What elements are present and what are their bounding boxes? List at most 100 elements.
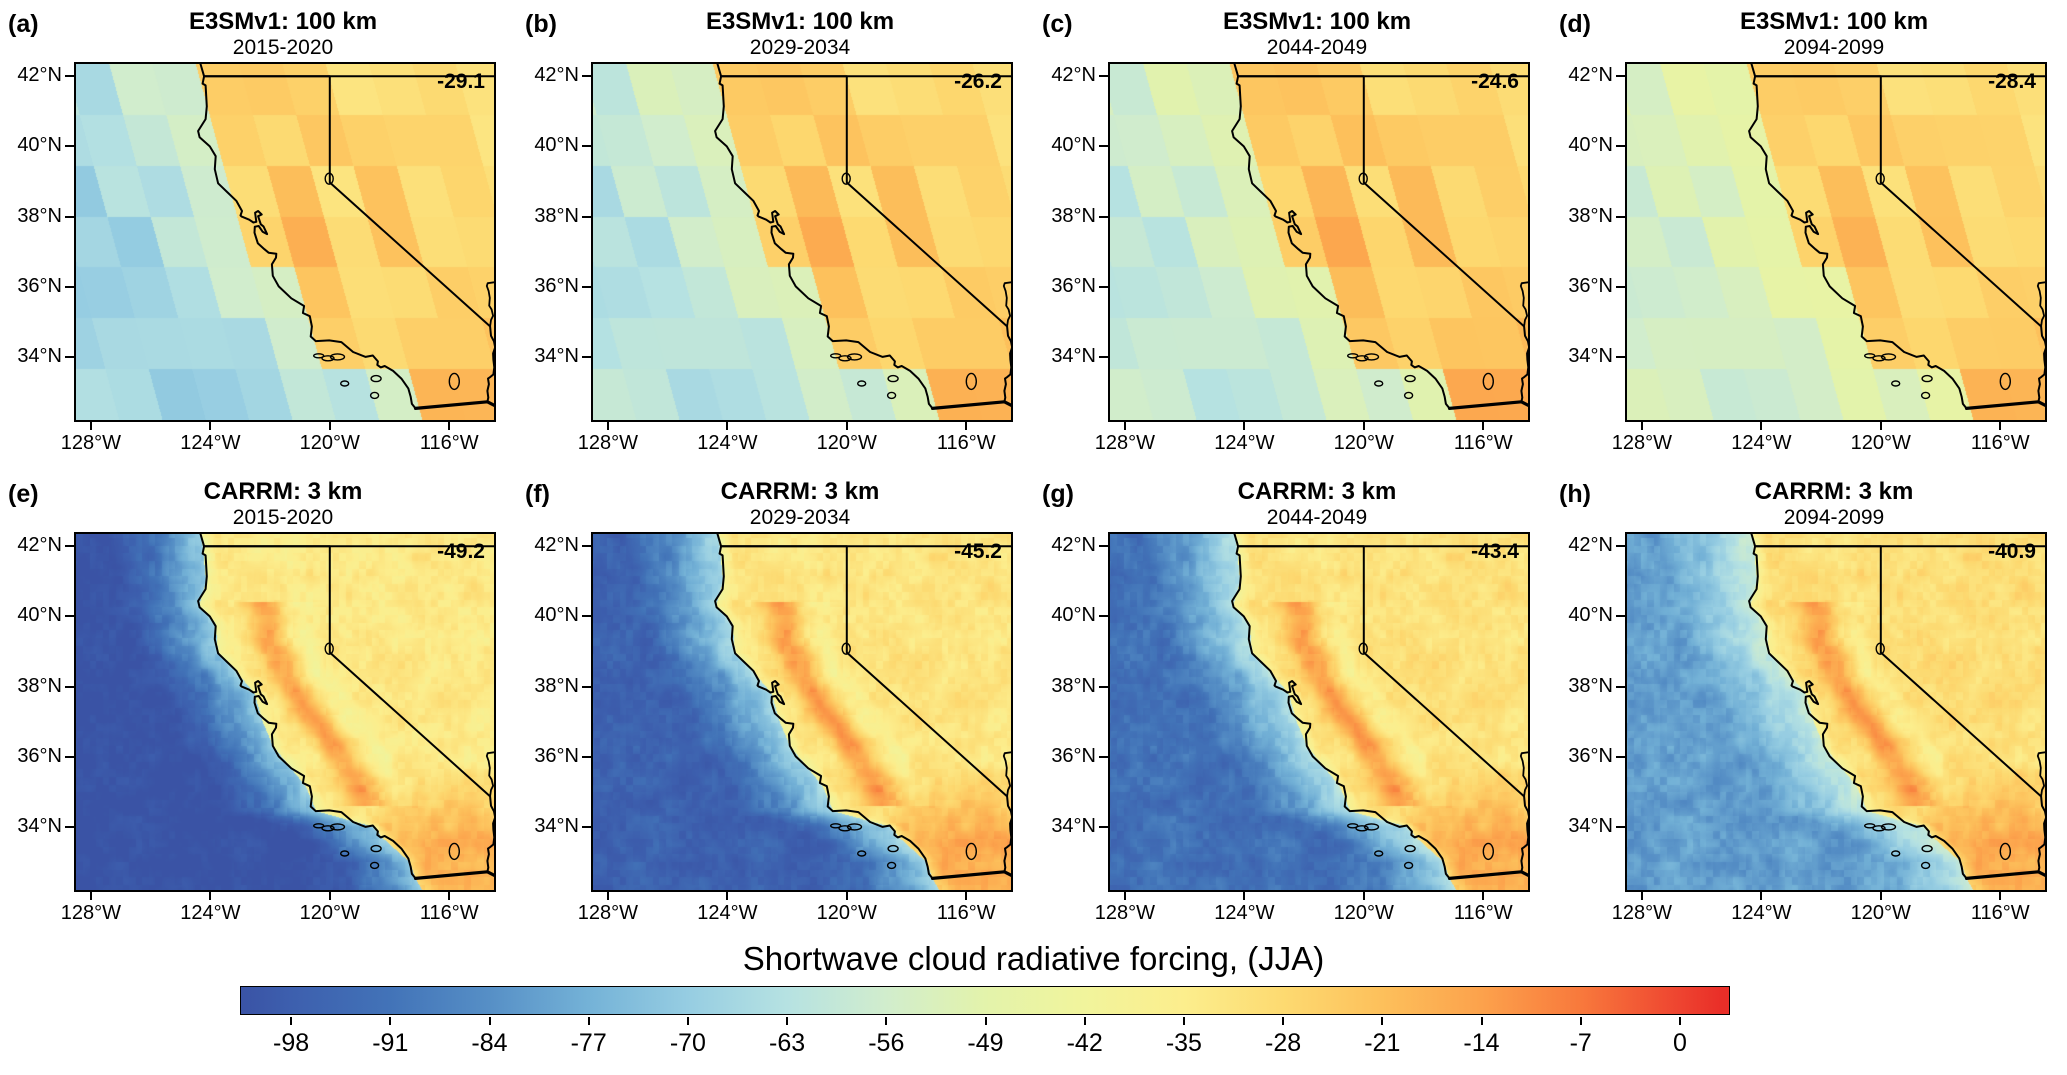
y-axis-tick [65, 215, 74, 218]
panel-letter: (d) [1559, 10, 1591, 38]
x-axis-tick [1123, 422, 1126, 430]
map-frame: -26.2 [591, 62, 1013, 422]
y-axis-tick-label: 36°N [1051, 274, 1096, 297]
domain-mean-value: -40.9 [1988, 540, 2036, 563]
x-axis-tick [1760, 892, 1763, 900]
panel-model-title: CARRM: 3 km [1754, 478, 1914, 505]
panel-period: 2029-2034 [749, 36, 851, 59]
domain-mean-value: -43.4 [1471, 540, 1519, 563]
x-axis-tick [1482, 422, 1485, 430]
colorbar-tick-label: -77 [570, 1029, 607, 1057]
colorbar-tick-label: -7 [1569, 1029, 1592, 1057]
panel-e: (e) CARRM: 3 km 2015-2020 -49.2 42°N 40°N… [0, 470, 517, 940]
x-axis-tick-label: 124°W [180, 432, 241, 454]
panel-period: 2044-2049 [1266, 36, 1368, 59]
x-axis-tick [1243, 422, 1246, 430]
map-frame: -40.9 [1625, 532, 2047, 892]
colorbar-tick-label: -56 [868, 1029, 905, 1057]
x-axis-tick-label: 116°W [1970, 432, 2030, 454]
map-frame: -43.4 [1108, 532, 1530, 892]
x-axis-tick-label: 116°W [1970, 902, 2030, 924]
colorbar-section: Shortwave cloud radiative forcing, (JJA)… [0, 940, 2067, 1075]
map-canvas [76, 534, 494, 890]
panel-model-title: CARRM: 3 km [720, 478, 880, 505]
panel-period: 2029-2034 [749, 506, 851, 529]
colorbar-tick-label: -63 [769, 1029, 806, 1057]
x-axis-tick [1123, 892, 1126, 900]
y-axis-tick [1099, 355, 1108, 358]
y-axis-tick-label: 40°N [1051, 604, 1096, 627]
colorbar-tick [290, 1017, 293, 1025]
panel-model-title: E3SMv1: 100 km [1739, 8, 1929, 35]
colorbar-tick [984, 1017, 987, 1025]
x-axis-tick-label: 124°W [180, 902, 241, 924]
y-axis-tick-label: 34°N [17, 814, 62, 837]
y-axis-tick-label: 34°N [534, 814, 579, 837]
colorbar-tick [786, 1017, 789, 1025]
y-axis-tick-label: 42°N [17, 534, 62, 557]
y-axis-tick [582, 825, 591, 828]
y-axis-tick-label: 38°N [534, 674, 579, 697]
y-axis-tick-label: 42°N [534, 64, 579, 87]
y-axis-tick-label: 40°N [1568, 604, 1613, 627]
y-axis-tick [582, 355, 591, 358]
x-axis-tick [209, 422, 212, 430]
map-canvas [1110, 534, 1528, 890]
y-axis-tick [1099, 615, 1108, 618]
y-axis-tick-label: 34°N [1051, 344, 1096, 367]
domain-mean-value: -28.4 [1988, 70, 2036, 93]
x-axis-tick-label: 120°W [816, 432, 877, 454]
y-axis-tick [1616, 215, 1625, 218]
y-axis-tick-label: 38°N [17, 674, 62, 697]
y-axis-tick-label: 38°N [1051, 204, 1096, 227]
y-axis-tick [1099, 755, 1108, 758]
x-axis-tick [606, 892, 609, 900]
colorbar-tick [1579, 1017, 1582, 1025]
y-axis-tick-label: 40°N [1051, 134, 1096, 157]
x-axis-tick-label: 128°W [60, 902, 122, 924]
y-axis-tick [65, 615, 74, 618]
y-axis-tick-label: 38°N [1568, 204, 1613, 227]
y-axis-tick-label: 36°N [1051, 744, 1096, 767]
colorbar-tick [1381, 1017, 1384, 1025]
y-axis-tick-label: 38°N [1051, 674, 1096, 697]
map-canvas [593, 64, 1011, 420]
panel-model-title: E3SMv1: 100 km [188, 8, 378, 35]
x-axis-tick-label: 116°W [1453, 902, 1513, 924]
y-axis-tick-label: 40°N [17, 604, 62, 627]
x-axis-tick [328, 422, 331, 430]
y-axis-tick-label: 36°N [17, 744, 62, 767]
y-axis-tick [1099, 215, 1108, 218]
x-axis-tick [1362, 892, 1365, 900]
colorbar-tick-label: -49 [967, 1029, 1004, 1057]
colorbar-tick-label: -84 [471, 1029, 508, 1057]
y-axis-tick [582, 145, 591, 148]
x-axis-tick-label: 120°W [1850, 902, 1911, 924]
y-axis-tick-label: 36°N [17, 274, 62, 297]
y-axis-tick [1616, 685, 1625, 688]
map-frame: -24.6 [1108, 62, 1530, 422]
panel-model-title: E3SMv1: 100 km [1222, 8, 1412, 35]
map-canvas [593, 534, 1011, 890]
x-axis-tick [89, 422, 92, 430]
panel-period: 2015-2020 [232, 506, 334, 529]
panel-d: (d) E3SMv1: 100 km 2094-2099 -28.4 42°N 4… [1551, 0, 2067, 470]
y-axis-tick [1616, 355, 1625, 358]
panel-b: (b) E3SMv1: 100 km 2029-2034 -26.2 42°N 4… [517, 0, 1034, 470]
y-axis-tick-label: 36°N [534, 274, 579, 297]
x-axis-tick [1999, 892, 2002, 900]
panel-period: 2094-2099 [1783, 506, 1885, 529]
panel-letter: (c) [1042, 10, 1073, 38]
panel-letter: (a) [8, 10, 39, 38]
map-canvas [76, 64, 494, 420]
y-axis-tick [582, 75, 591, 78]
y-axis-tick [65, 145, 74, 148]
panel-g: (g) CARRM: 3 km 2044-2049 -43.4 42°N 40°N… [1034, 470, 1551, 940]
y-axis-tick-label: 34°N [1568, 344, 1613, 367]
y-axis-tick [1099, 545, 1108, 548]
y-axis-tick-label: 40°N [1568, 134, 1613, 157]
x-axis-tick-label: 120°W [1850, 432, 1911, 454]
panel-letter: (g) [1042, 480, 1074, 508]
y-axis-tick [65, 755, 74, 758]
